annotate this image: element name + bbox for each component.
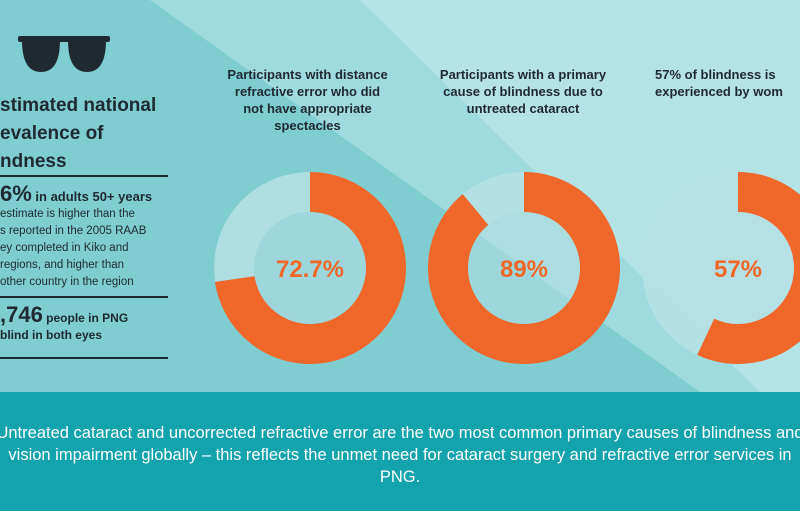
donut-slice-remainder (462, 172, 524, 225)
sunglasses-icon (18, 36, 110, 72)
prevalence-description: estimate is higher than the s reported i… (0, 208, 147, 288)
divider (0, 296, 168, 298)
donut-data-label: 72.7% (276, 256, 344, 283)
donut-slice-remainder (214, 172, 310, 282)
donut-slice-value (215, 172, 406, 364)
chart-title-women: 57% of blindness is experienced by wom (655, 67, 783, 99)
blind-count-value: ,746 (0, 302, 43, 327)
donut-hole (254, 212, 366, 324)
chart-title-refractive: Participants with distance refractive er… (227, 67, 388, 133)
prevalence-heading: stimated national evalence of ndness (0, 95, 157, 172)
donut-hole (682, 212, 794, 324)
footer-banner (0, 392, 800, 511)
donut-slice-remainder (642, 172, 738, 355)
donut-chart-refractive: 72.7% (214, 172, 406, 364)
footer-text: Untreated cataract and uncorrected refra… (0, 424, 800, 486)
prevalence-value: 6% (0, 181, 32, 206)
donut-data-label: 57% (714, 256, 762, 283)
donut-slice-value (697, 172, 800, 364)
blind-count-caption: people in PNG blind in both eyes (0, 311, 129, 342)
divider (0, 357, 168, 359)
chart-title-cataract: Participants with a primary cause of bli… (439, 67, 607, 116)
divider (0, 175, 168, 177)
donut-data-label: 89% (500, 256, 548, 283)
donut-slice-value (428, 172, 620, 364)
prevalence-caption: in adults 50+ years (31, 189, 153, 204)
donut-hole (468, 212, 580, 324)
prevalence-stat: 6% in adults 50+ years (0, 181, 152, 207)
blind-count-stat: ,746 people in PNG blind in both eyes (0, 304, 129, 344)
donut-chart-women: 57% (642, 172, 800, 364)
donut-chart-cataract: 89% (428, 172, 620, 364)
